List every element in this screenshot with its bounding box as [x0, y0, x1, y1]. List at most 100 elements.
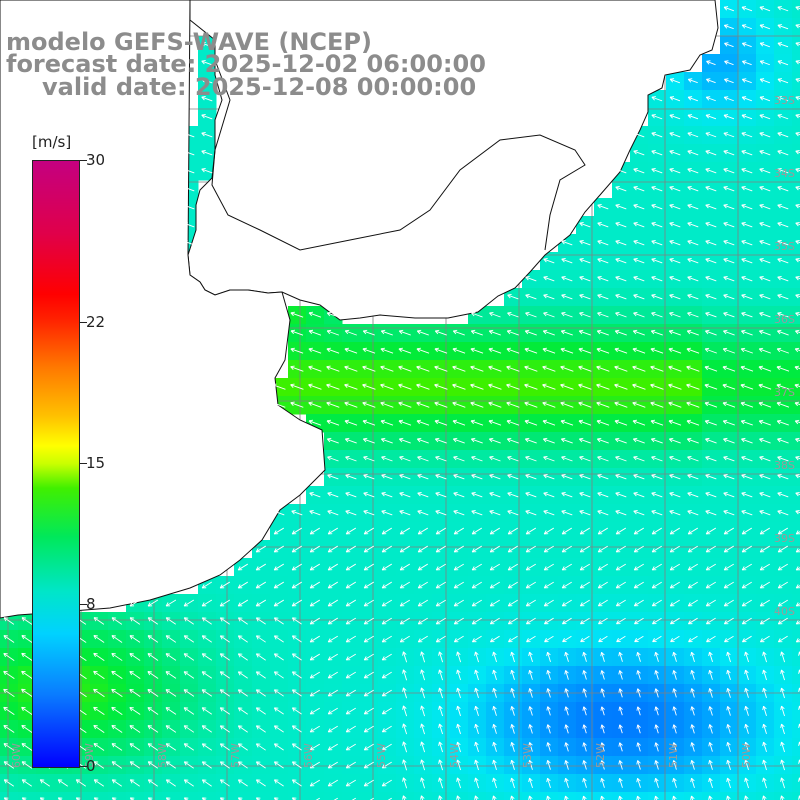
- wind-vectors: [3, 6, 800, 800]
- longitude-label: 55W: [375, 743, 388, 768]
- legend-tick-label: 22: [86, 312, 106, 331]
- wind-arrow: [416, 329, 429, 336]
- wind-arrow: [596, 347, 610, 354]
- wind-arrow: [651, 132, 663, 138]
- wind-arrow: [686, 329, 699, 336]
- wind-arrow: [668, 347, 682, 354]
- wind-arrow: [615, 293, 627, 300]
- wind-arrow: [704, 347, 717, 354]
- wind-speed-cell: [594, 792, 613, 800]
- wind-arrow: [723, 204, 735, 210]
- wind-arrow: [632, 329, 645, 336]
- wind-arrow: [579, 311, 591, 318]
- legend-tick-label: 30: [86, 151, 106, 169]
- wind-speed-cell: [792, 270, 800, 289]
- wind-arrow: [615, 240, 627, 246]
- wind-speed-cell: [792, 432, 800, 451]
- wind-arrow: [776, 365, 790, 372]
- valid-date: valid date: 2025-12-08 00:00:00: [42, 73, 477, 101]
- wind-arrow: [308, 329, 322, 336]
- wind-arrow: [452, 365, 466, 372]
- wind-arrow: [705, 276, 717, 282]
- wind-arrow: [488, 365, 502, 372]
- wind-speed-cell: [792, 198, 800, 217]
- wind-arrow: [705, 150, 717, 156]
- longitude-label: 51W: [667, 743, 680, 768]
- wind-arrow: [740, 365, 754, 372]
- wind-arrow: [416, 347, 430, 354]
- wind-arrow: [759, 258, 771, 264]
- wind-arrow: [633, 150, 645, 156]
- latitude-label: 38S: [774, 459, 795, 472]
- wind-arrow: [434, 401, 448, 408]
- wind-arrow: [578, 347, 592, 354]
- wind-arrow: [687, 258, 699, 264]
- wind-arrow: [669, 258, 681, 264]
- wind-arrow: [724, 78, 734, 84]
- wind-arrow: [398, 383, 412, 390]
- wind-arrow: [759, 186, 771, 192]
- wind-arrow: [633, 311, 645, 318]
- wind-speed-cell: [792, 342, 800, 361]
- wind-arrow: [362, 365, 376, 372]
- wind-arrow: [543, 293, 555, 300]
- wind-arrow: [687, 240, 699, 246]
- wind-arrow: [614, 329, 627, 336]
- wind-arrow: [741, 42, 752, 48]
- wind-arrow: [759, 240, 771, 246]
- wind-arrow: [776, 347, 789, 354]
- wind-arrow: [741, 78, 752, 84]
- wind-arrow: [795, 150, 800, 155]
- wind-arrow: [615, 311, 627, 318]
- wind-arrow: [290, 311, 304, 318]
- wind-arrow: [398, 401, 412, 408]
- wind-speed-cell: [792, 738, 800, 757]
- wind-arrow: [201, 168, 213, 174]
- wind-arrow: [669, 311, 681, 318]
- wind-arrow: [651, 311, 663, 318]
- wind-arrow: [597, 293, 609, 300]
- wind-arrow: [578, 419, 592, 426]
- wind-arrow: [633, 222, 645, 228]
- wind-speed-cell: [774, 792, 793, 800]
- wind-arrow: [741, 6, 753, 12]
- wind-arrow: [272, 401, 286, 408]
- wind-speed-cell: [792, 162, 800, 181]
- wind-arrow: [633, 276, 645, 282]
- wind-arrow: [470, 365, 484, 372]
- wind-arrow: [362, 347, 376, 354]
- wind-arrow: [741, 96, 753, 102]
- wind-arrow: [740, 347, 753, 354]
- wind-arrow: [561, 311, 573, 318]
- wind-arrow: [777, 222, 789, 228]
- wind-arrow: [380, 401, 394, 408]
- wind-arrow: [201, 42, 213, 48]
- wind-arrow: [705, 222, 717, 228]
- wind-arrow: [506, 329, 519, 336]
- longitude-label: 60W: [10, 743, 23, 768]
- legend-tick-label: 15: [86, 454, 106, 472]
- wind-arrow: [308, 383, 322, 390]
- wind-arrow: [542, 347, 556, 354]
- wind-arrow: [632, 365, 646, 372]
- wind-arrow: [722, 419, 735, 426]
- wind-arrow: [759, 6, 771, 12]
- wind-arrow: [741, 222, 753, 228]
- wind-arrow: [650, 419, 664, 426]
- wind-arrow: [759, 78, 771, 84]
- wind-arrow: [706, 60, 716, 66]
- latitude-label: 34S: [774, 167, 795, 180]
- wind-arrow: [452, 401, 466, 408]
- wind-arrow: [524, 401, 538, 408]
- wind-arrow: [308, 347, 322, 354]
- wind-arrow: [201, 132, 213, 138]
- wind-arrow: [651, 258, 663, 264]
- wind-arrow: [794, 401, 800, 407]
- wind-arrow: [704, 383, 718, 390]
- wind-arrow: [326, 419, 340, 426]
- wind-arrow: [290, 329, 304, 336]
- wind-arrow: [795, 60, 800, 65]
- wind-arrow: [614, 365, 628, 372]
- wind-speed-cell: [666, 792, 685, 800]
- wind-arrow: [669, 240, 681, 246]
